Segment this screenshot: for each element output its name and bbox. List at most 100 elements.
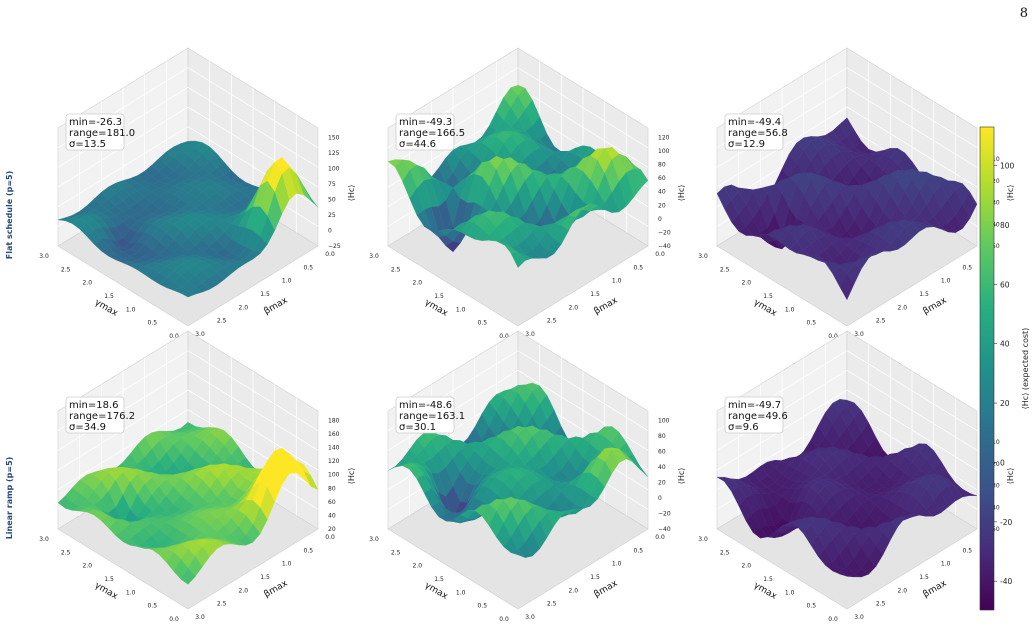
beta-axis-title: βmax xyxy=(922,295,950,317)
beta-axis-title: βmax xyxy=(922,578,950,600)
stats-box xyxy=(65,396,125,434)
z-axis-title: ⟨Hc⟩ xyxy=(347,185,356,202)
surface xyxy=(716,117,978,301)
stats-box xyxy=(395,113,455,151)
beta-axis-title: βmax xyxy=(593,578,621,600)
beta-tick-label: 2.0 xyxy=(239,587,249,594)
beta-tick-label: 0.0 xyxy=(655,251,665,258)
row-label-2: Linear ramp (p=5) xyxy=(5,457,14,540)
beta-tick-label: 3.0 xyxy=(195,331,205,338)
colorbar-tick-label: 100 xyxy=(1000,162,1015,171)
beta-tick-label: 3.0 xyxy=(525,331,535,338)
beta-tick-label: 2.0 xyxy=(569,304,579,311)
beta-tick-label: 3.0 xyxy=(195,614,205,621)
z-tick-label: 80 xyxy=(658,162,666,169)
gamma-axis-title: γmax xyxy=(423,298,450,319)
beta-tick-label: 0.0 xyxy=(325,251,335,258)
gamma-axis-title: γmax xyxy=(752,298,779,319)
gamma-tick-label: 0.5 xyxy=(478,320,488,327)
z-tick-label: 40 xyxy=(658,464,666,471)
surface-patch xyxy=(180,290,196,298)
gamma-tick-label: 3.0 xyxy=(369,253,379,260)
z-axis-title: ⟨Hc⟩ xyxy=(1006,185,1015,202)
gamma-axis-title: γmax xyxy=(423,581,450,602)
grid-line xyxy=(846,67,978,149)
surface-patch xyxy=(510,549,526,558)
colorbar-tick-label: 60 xyxy=(1000,280,1010,289)
beta-tick-label: 2.5 xyxy=(217,601,227,608)
z-tick-label: 0 xyxy=(658,216,662,223)
stats-box xyxy=(395,396,455,434)
z-tick-label: 120 xyxy=(328,458,340,465)
panel-e: (e) WSLR-RX(Ramp, p=5, RX)min=-48.6range… xyxy=(369,330,686,623)
gamma-tick-label: 2.0 xyxy=(413,280,423,287)
beta-tick-label: 2.5 xyxy=(547,318,557,325)
gamma-tick-label: 1.0 xyxy=(126,306,136,313)
gamma-tick-label: 2.0 xyxy=(742,563,752,570)
stats-box xyxy=(65,113,125,151)
stats-text: σ=13.5 xyxy=(69,139,106,150)
z-tick-label: 80 xyxy=(658,433,666,440)
beta-tick-label: 2.0 xyxy=(898,304,908,311)
z-tick-label: 40 xyxy=(658,189,666,196)
panel-d: (d) LR-QAOA(Ramp, p=5)min=18.6range=176.… xyxy=(39,330,356,623)
z-tick-label: 60 xyxy=(658,175,666,182)
stats-box xyxy=(724,113,784,151)
beta-tick-label: 1.0 xyxy=(941,278,951,285)
gamma-tick-label: 0.0 xyxy=(828,333,838,340)
surface-patch xyxy=(839,273,855,301)
beta-axis-title: βmax xyxy=(263,578,291,600)
gamma-tick-label: 1.0 xyxy=(785,589,795,596)
gamma-tick-label: 0.5 xyxy=(807,320,817,327)
surface xyxy=(57,140,319,298)
beta-tick-label: 2.5 xyxy=(876,318,886,325)
beta-tick-label: 2.0 xyxy=(239,304,249,311)
gamma-tick-label: 0.0 xyxy=(169,333,179,340)
gamma-tick-label: 1.5 xyxy=(763,293,773,300)
gamma-tick-label: 1.5 xyxy=(104,293,114,300)
z-tick-label: 20 xyxy=(658,202,666,209)
surface-patch xyxy=(510,252,526,268)
stats-text: min=-26.3 xyxy=(69,117,122,128)
stats-text: min=18.6 xyxy=(69,400,119,411)
gamma-tick-label: 0.0 xyxy=(828,616,838,623)
gamma-axis-title: γmax xyxy=(93,581,120,602)
grid-line xyxy=(846,350,978,432)
colorbar-tick-label: 80 xyxy=(1000,221,1010,230)
gamma-axis-title: γmax xyxy=(752,581,779,602)
z-tick-label: 40 xyxy=(328,512,336,519)
colorbar-tick-label: -20 xyxy=(1000,518,1012,527)
gamma-tick-label: 2.0 xyxy=(413,563,423,570)
panel-a: (a) Std QAOA(Flat, p=5)min=-26.3range=18… xyxy=(39,47,356,340)
z-tick-label: 20 xyxy=(658,479,666,486)
gamma-tick-label: 1.5 xyxy=(763,576,773,583)
z-tick-label: 120 xyxy=(658,134,670,141)
page-number: 8 xyxy=(1019,6,1028,21)
grid-line xyxy=(187,67,319,149)
colorbar-label: ⟨Hc⟩ (expected cost) xyxy=(1021,328,1030,410)
grid-line xyxy=(517,67,649,149)
gamma-tick-label: 1.5 xyxy=(434,576,444,583)
beta-tick-label: 1.5 xyxy=(260,574,270,581)
beta-axis-title: βmax xyxy=(263,295,291,317)
gamma-tick-label: 0.5 xyxy=(148,603,158,610)
beta-tick-label: 3.0 xyxy=(854,331,864,338)
z-tick-label: 100 xyxy=(328,472,340,479)
beta-tick-label: 1.0 xyxy=(941,561,951,568)
colorbar-tick-label: 40 xyxy=(1000,340,1010,349)
beta-tick-label: 0.5 xyxy=(634,264,644,271)
beta-tick-label: 1.5 xyxy=(590,574,600,581)
panel-f: (f) WSLR-W (proposed)(Ramp, p=5, WS)min=… xyxy=(698,330,1015,623)
stats-text: σ=44.6 xyxy=(399,139,436,150)
stats-text: min=-48.6 xyxy=(399,400,452,411)
gamma-tick-label: 2.0 xyxy=(83,563,93,570)
beta-tick-label: 1.0 xyxy=(282,278,292,285)
gamma-tick-label: 0.5 xyxy=(807,603,817,610)
z-axis-title: ⟨Hc⟩ xyxy=(1006,468,1015,485)
gamma-tick-label: 0.0 xyxy=(499,333,509,340)
beta-tick-label: 3.0 xyxy=(525,614,535,621)
stats-text: range=56.8 xyxy=(728,128,788,139)
z-axis-title: ⟨Hc⟩ xyxy=(677,185,686,202)
stats-box xyxy=(724,396,784,434)
gamma-tick-label: 2.5 xyxy=(61,266,71,273)
